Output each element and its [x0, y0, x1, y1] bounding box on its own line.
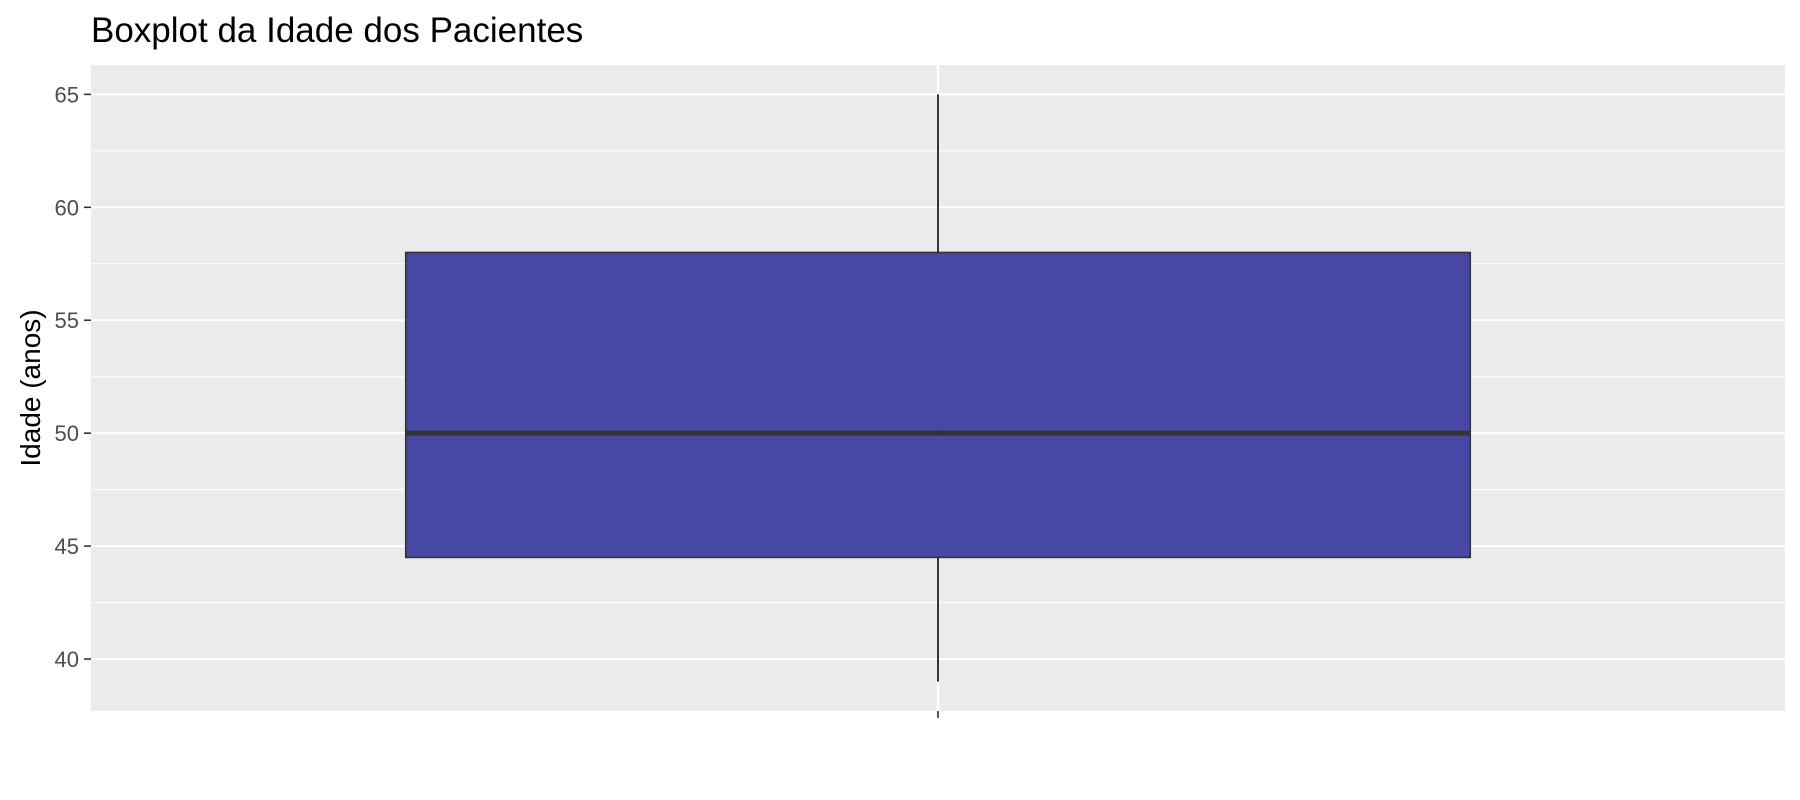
y-tick-label: 55: [55, 308, 79, 333]
y-tick-label: 45: [55, 534, 79, 559]
chart-title: Boxplot da Idade dos Pacientes: [91, 11, 583, 50]
iqr-box: [404, 251, 1472, 559]
box-group: [404, 94, 1472, 682]
y-tick-label: 40: [55, 647, 79, 672]
y-tick-label: 50: [55, 421, 79, 446]
y-axis-title: Idade (anos): [15, 309, 46, 466]
y-tick-label: 60: [55, 195, 79, 220]
y-tick-label: 65: [55, 82, 79, 107]
y-axis: 40 45 50 55 60 65: [55, 82, 91, 672]
